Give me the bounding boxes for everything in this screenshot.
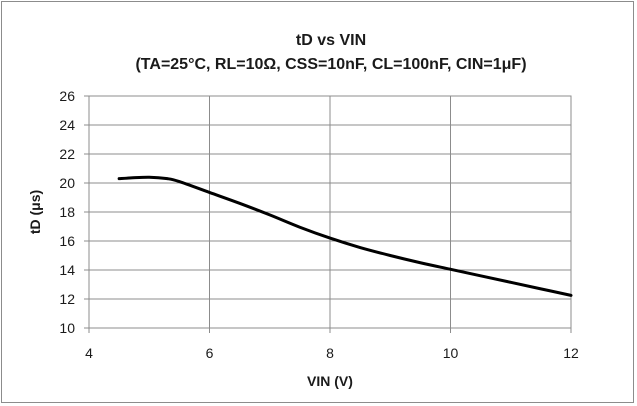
y-tick-label: 24 (59, 117, 75, 133)
x-tick-label: 4 (85, 345, 93, 361)
y-tick-label: 16 (59, 233, 75, 249)
x-tick-label: 10 (443, 345, 459, 361)
chart-subtitle: (TA=25°C, RL=10Ω, CSS=10nF, CL=100nF, CI… (135, 56, 526, 73)
y-tick-label: 14 (59, 262, 75, 278)
chart-title: tD vs VIN (296, 32, 366, 49)
x-axis-label: VIN (V) (307, 373, 353, 389)
y-tick-label: 10 (59, 320, 75, 336)
y-tick-label: 26 (59, 88, 75, 104)
y-tick-label: 18 (59, 204, 75, 220)
grid-lines (88, 95, 572, 329)
y-tick-label: 22 (59, 146, 75, 162)
x-tick-label: 6 (206, 345, 214, 361)
series-layer (117, 175, 573, 297)
x-tick-label: 8 (326, 345, 334, 361)
y-tick-label: 20 (59, 175, 75, 191)
y-axis-label: tD (μs) (27, 190, 43, 234)
x-tick-label: 12 (563, 345, 579, 361)
y-tick-label: 12 (59, 291, 75, 307)
series-line (117, 175, 573, 297)
axis-ticks: 10 12 14 16 18 20 22 24 26 4 6 8 10 12 (59, 88, 579, 361)
